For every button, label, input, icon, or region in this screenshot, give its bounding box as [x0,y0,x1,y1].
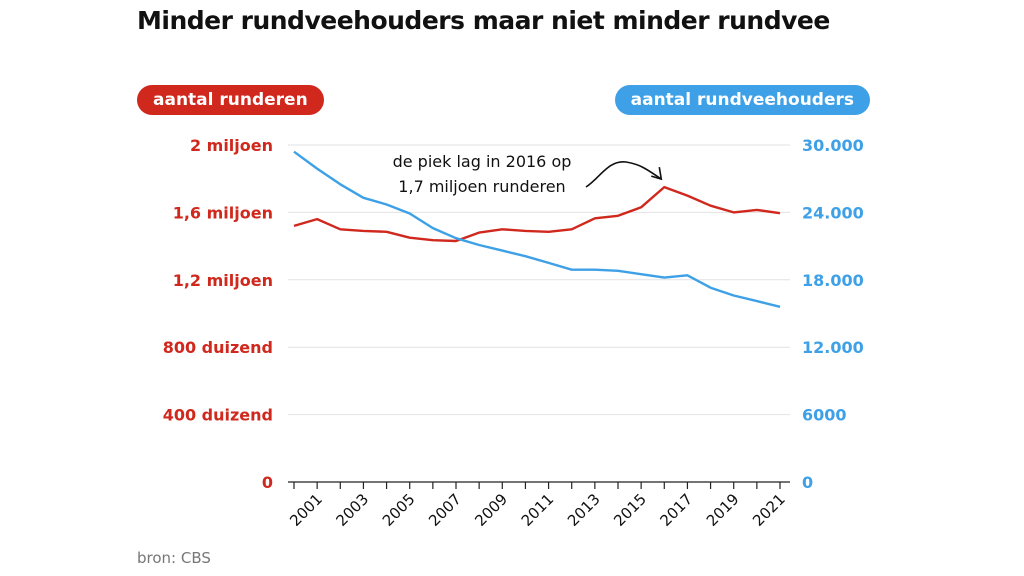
x-tick-label: 2009 [471,490,511,530]
x-axis: 2001 2003 2005 2007 2009 2011 2013 2015 2017 2019… [286,481,790,530]
annotation-arrowhead [651,166,663,181]
x-tick-label: 2005 [379,490,419,530]
right-y-tick-label: 0 [802,473,813,492]
x-tick-label: 2011 [518,490,558,530]
right-y-axis: 0 6000 12.000 18.000 24.000 30.000 [802,136,864,492]
x-tick-label: 2017 [657,490,697,530]
series-line-runderen [293,185,781,243]
right-y-tick-label: 6000 [802,406,847,425]
left-y-tick-label: 400 duizend [163,406,273,425]
left-y-axis: 0 400 duizend 800 duizend 1,2 miljoen 1,6 mi… [163,136,273,492]
chart-title: Minder rundveehouders maar niet minder r… [137,6,830,35]
x-tick-label: 2019 [703,490,743,530]
x-tick-label: 2013 [564,490,604,530]
left-y-tick-label: 1,6 miljoen [173,203,273,222]
left-axis-legend-label: aantal runderen [137,85,324,115]
x-tick-label: 2021 [749,490,789,530]
x-tick-label: 2001 [286,490,326,530]
annotation-arrow [585,161,662,188]
series-layer [293,150,781,308]
left-y-tick-label: 800 duizend [163,338,273,357]
annotation-line-1: de piek lag in 2016 op [393,152,572,171]
left-y-tick-label: 2 miljoen [190,136,273,155]
x-tick-label: 2007 [425,490,465,530]
right-y-tick-label: 30.000 [802,136,864,155]
right-axis-legend-label: aantal rundveehouders [614,85,870,115]
right-y-tick-label: 18.000 [802,271,864,290]
right-y-tick-label: 24.000 [802,203,864,222]
right-y-tick-label: 12.000 [802,338,864,357]
series-line-rundveehouders [293,150,781,308]
left-y-tick-label: 1,2 miljoen [173,271,273,290]
source-note: bron: CBS [137,549,211,567]
grid-layer [288,144,790,416]
left-y-tick-label: 0 [262,473,273,492]
annotation-line-2: 1,7 miljoen runderen [398,177,565,196]
x-tick-label: 2003 [333,490,373,530]
annotation: de piek lag in 2016 op 1,7 miljoen runde… [393,152,663,196]
x-tick-label: 2015 [610,490,650,530]
